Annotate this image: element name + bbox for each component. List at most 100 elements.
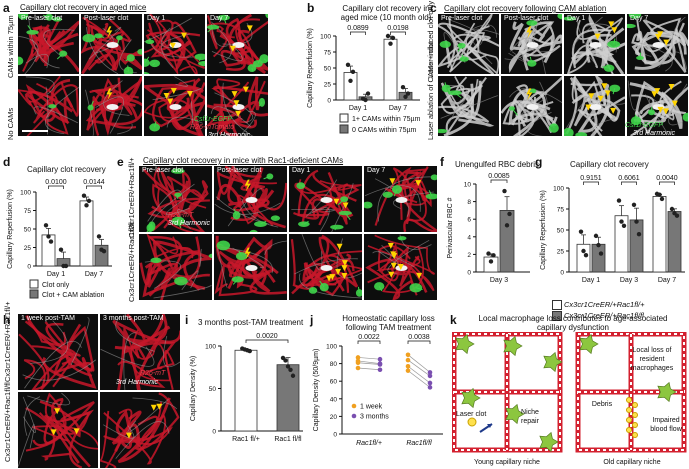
chart-b-xtick-0: Day 1 bbox=[349, 105, 367, 112]
debris-icon bbox=[626, 427, 632, 433]
chart-j-ytick-1: 20 bbox=[330, 414, 338, 421]
macrophage-icon bbox=[657, 381, 677, 403]
chart-b-point-1-0-0 bbox=[385, 33, 391, 39]
chart-d-legend-1: Clot + CAM ablation bbox=[42, 292, 105, 299]
panel-e-column-1: Pre-laser clot bbox=[142, 167, 184, 174]
chart-j-pvalue-1: 0.0038 bbox=[408, 334, 430, 341]
chart-b-point-1-1-1 bbox=[403, 94, 408, 100]
panel-a-micrograph-r2-c1 bbox=[17, 75, 80, 137]
chart-f-point-0-0-0 bbox=[486, 251, 491, 256]
debris-icon bbox=[626, 407, 632, 413]
panel-letter-g: g bbox=[535, 155, 543, 169]
chart-b-point-0-1-2 bbox=[365, 91, 371, 96]
panel-j-chart: 0 20 40 60 80 100 Capillary Density (50/9µm) 0.… bbox=[313, 334, 443, 447]
chart-d-ytick-3: 75 bbox=[24, 208, 32, 215]
chart-d-legend-0: Clot only bbox=[42, 282, 70, 289]
chart-f-ytick-1: 2 bbox=[467, 252, 471, 259]
panel-letter-b: b bbox=[307, 1, 315, 15]
chart-d-bar-0-0 bbox=[41, 234, 56, 267]
chart-d-ytick-4: 100 bbox=[20, 190, 31, 197]
chart-b-ytick-3: 75 bbox=[324, 50, 332, 57]
chart-g-point-2-0-1 bbox=[657, 192, 662, 197]
panel-c-title: Capillary clot recovery following CAM ab… bbox=[444, 4, 607, 13]
chart-j-point-0-1-0 bbox=[377, 356, 383, 362]
chart-j-point-1-1-0 bbox=[427, 370, 433, 375]
panel-letter-c: c bbox=[430, 1, 437, 15]
panel-a-row-2: No CAMs bbox=[6, 107, 15, 140]
panel-e-column-4: Day 7 bbox=[367, 167, 386, 174]
chart-j-ytick-3: 60 bbox=[330, 379, 338, 386]
panel-c-micrograph-r1-c2: Post-laser clot bbox=[500, 13, 563, 75]
panel-a-legend-1: Csf1r-EGFP bbox=[194, 116, 232, 123]
debris-icon bbox=[632, 412, 638, 418]
chart-f-point-0-1-0 bbox=[502, 188, 507, 194]
panel-a-legend-2: R26-mTomato bbox=[190, 124, 235, 131]
chart-b-point-0-0-1 bbox=[348, 78, 353, 83]
panel-a-column-1: Pre-laser clot bbox=[21, 15, 63, 22]
chart-d-bar-1-0 bbox=[79, 200, 94, 267]
panel-e-row-2: Cx3cr1CreER/+Rac1fl/+ bbox=[127, 157, 136, 238]
panel-f-chart: 0 2 4 6 8 10 Perivascular RBC # Day 3 0.0085 bbox=[447, 173, 530, 284]
chart-j-point-1-1-1 bbox=[427, 373, 433, 379]
chart-g-pvalue-1: 0.6061 bbox=[618, 175, 640, 182]
chart-g-bar-2-1 bbox=[667, 211, 682, 273]
macrophage-icon bbox=[461, 387, 481, 409]
chart-j-ytick-2: 40 bbox=[330, 396, 338, 403]
panel-c-micrograph-r2-c1 bbox=[437, 75, 500, 137]
chart-g-bar-1-0 bbox=[614, 215, 629, 273]
chart-g-xtick-0: Day 1 bbox=[582, 277, 600, 284]
panel-g-title: Capillary clot recovery bbox=[570, 160, 649, 169]
debris-icon bbox=[632, 422, 638, 428]
chart-j-point-1-1-3 bbox=[427, 385, 433, 390]
chart-f-ytick-4: 8 bbox=[467, 199, 471, 206]
panel-c-row-2: Laser ablation of CAMs + clot bbox=[426, 41, 435, 140]
panel-e-legend-2: 3rd Harmonic bbox=[168, 220, 211, 227]
chart-b-ylabel: Capillary Reperfusion (%) bbox=[307, 28, 314, 108]
panel-a-legend-3: 3rd Harmonic bbox=[208, 132, 251, 139]
chart-i-ytick-2: 100 bbox=[205, 344, 216, 351]
chart-d-ylabel: Capillary Reperfusion (%) bbox=[7, 189, 14, 269]
chart-g-point-1-0-0 bbox=[616, 198, 622, 203]
chart-g-ylabel: Capillary Reperfusion (%) bbox=[540, 190, 547, 270]
chart-g-point-1-1-2 bbox=[636, 232, 642, 237]
chart-f-point-0-0-2 bbox=[491, 253, 496, 258]
panel-a-micrograph-r2-c2 bbox=[80, 75, 143, 137]
chart-g-point-1-0-1 bbox=[619, 219, 624, 224]
panel-h-row-2: Cx3cr1CreER/+Rac1fl/fl bbox=[3, 382, 12, 462]
chart-d-point-1-0-1 bbox=[84, 203, 89, 208]
macrophage-icon bbox=[539, 431, 559, 453]
panel-c-legend-1: Csf1r-EGFP bbox=[625, 122, 663, 129]
panel-e-micrograph-r2-c2 bbox=[213, 233, 288, 301]
panel-i-chart: 0 50 100 Capillary Density (%) Rac1 fl/+ 0.00… bbox=[190, 333, 303, 443]
panel-e-legend-1: R26-mT bbox=[168, 212, 194, 219]
chart-g-point-2-0-2 bbox=[659, 196, 665, 202]
panel-k-label-repair-1: Niche bbox=[521, 409, 539, 416]
panel-k-label-young: Young capillary niche bbox=[474, 459, 540, 466]
chart-b-legend-0: 1+ CAMs within 75µm bbox=[352, 116, 421, 123]
panel-a-column-2: Post-laser clot bbox=[84, 15, 129, 22]
panel-c-column-2: Post-laser clot bbox=[504, 15, 549, 22]
chart-i-ytick-0: 0 bbox=[212, 429, 216, 436]
chart-i-pvalue-0: 0.0020 bbox=[256, 333, 278, 340]
chart-b-point-1-0-2 bbox=[390, 35, 396, 41]
panel-c-column-1: Pre-laser clot bbox=[441, 15, 483, 22]
chart-b-point-1-0-1 bbox=[388, 41, 393, 46]
panel-d-chart: 0 25 50 75 100 Capillary Reperfusion (%) Day 1… bbox=[7, 179, 112, 299]
panel-e-column-3: Day 1 bbox=[292, 167, 311, 174]
chart-b-point-0-1-1 bbox=[363, 97, 368, 103]
chart-d-point-0-1-2 bbox=[63, 263, 69, 269]
debris-icon bbox=[626, 417, 632, 423]
chart-j-pvalue-0: 0.0022 bbox=[358, 334, 380, 341]
chart-d-ytick-0: 0 bbox=[27, 264, 31, 271]
panel-c-micrograph-r2-c2 bbox=[500, 75, 563, 137]
chart-g-point-0-0-1 bbox=[581, 248, 586, 254]
chart-i-point-0-0-3 bbox=[247, 348, 252, 354]
panel-e-micrograph-r2-c4 bbox=[363, 233, 438, 301]
chart-f-point-0-1-2 bbox=[507, 211, 512, 217]
panel-c-micrograph-r1-c1: Pre-laser clot bbox=[437, 13, 500, 75]
panel-e-micrograph-r2-c1 bbox=[138, 233, 213, 301]
chart-i-xtick-1: Rac1 fl/fl bbox=[274, 436, 302, 443]
chart-i-bar-0-0 bbox=[234, 349, 258, 432]
panel-c-micrograph-r1-c4: Day 7 bbox=[626, 13, 689, 75]
chart-g-point-2-1-0 bbox=[669, 206, 675, 212]
